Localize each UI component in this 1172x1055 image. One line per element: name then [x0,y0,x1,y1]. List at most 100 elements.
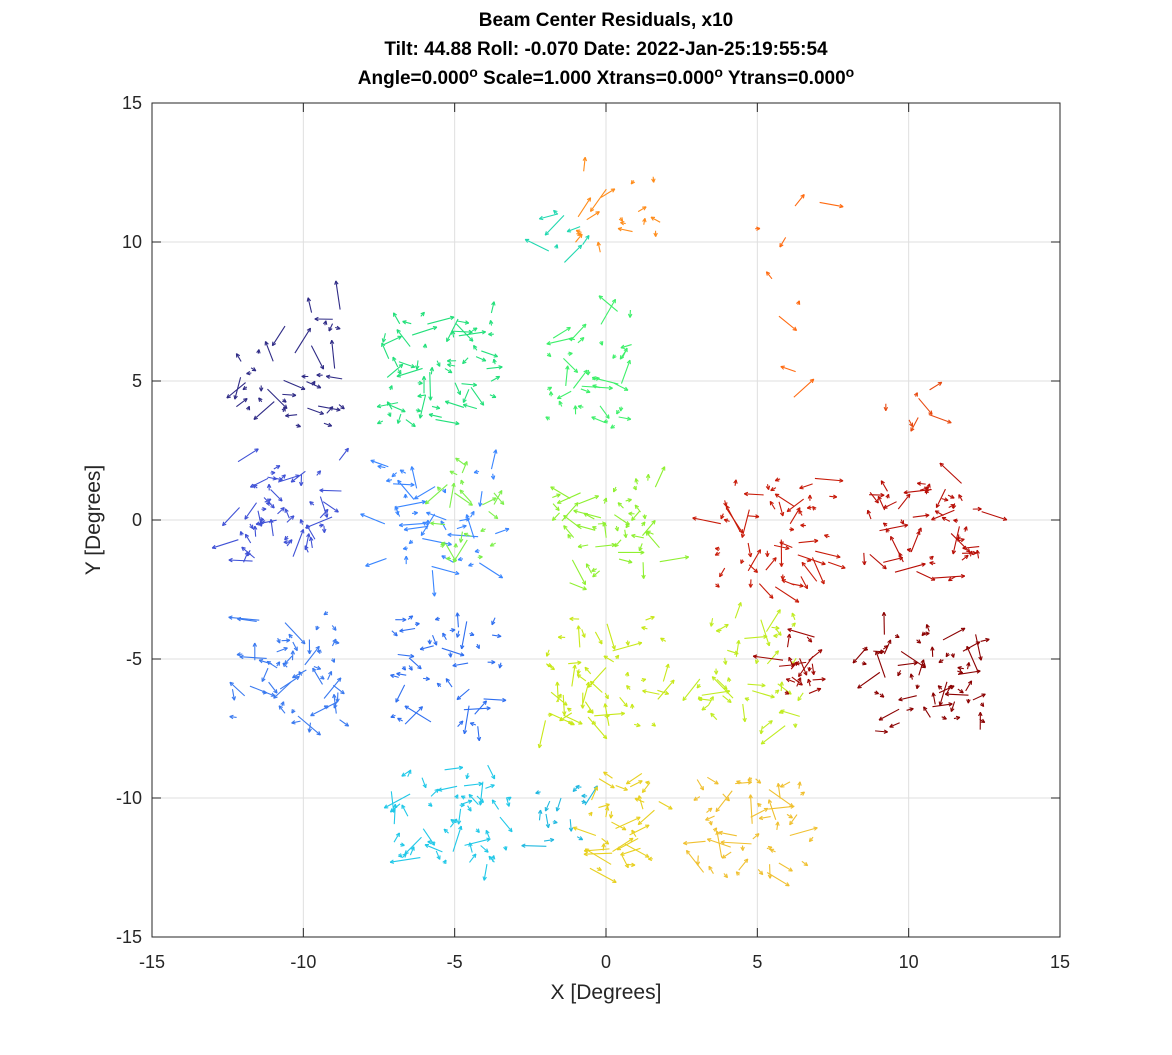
residual-arrow [757,802,762,808]
residual-arrow [485,829,490,839]
residual-arrow [478,491,483,507]
residual-arrow [562,694,567,716]
residual-arrow [613,382,629,391]
residual-arrow [827,561,846,570]
residual-arrow [715,628,722,633]
residual-arrow [567,351,573,356]
residual-arrow [394,506,401,517]
residual-arrow [797,655,814,678]
residual-arrow [878,649,884,655]
residual-arrow [801,860,809,867]
residual-arrow [631,510,640,521]
residual-arrow [592,376,600,381]
residual-arrow [950,533,971,553]
residual-arrow [596,866,602,871]
residual-arrow [410,466,418,489]
residual-arrow [599,405,610,419]
residual-arrow [401,804,409,817]
residual-arrow [576,836,584,841]
residual-arrow [278,705,286,714]
residual-arrow [578,495,600,505]
residual-arrow [637,795,644,810]
residual-arrow [431,405,441,410]
residual-arrow [294,327,312,354]
residual-arrow [622,347,628,358]
residual-arrow [789,527,795,532]
residual-arrow [733,479,738,486]
residual-arrow [569,582,587,591]
residual-arrow [575,784,582,790]
residual-arrow [723,657,728,665]
residual-arrow [535,790,541,795]
residual-arrow [454,794,459,799]
residual-arrow [401,853,407,859]
residual-arrow [796,300,801,306]
residual-arrow [723,500,728,507]
residual-arrow [789,826,818,837]
residual-arrow [304,645,320,666]
residual-arrow [431,570,437,597]
residual-arrow [808,649,823,661]
residual-arrow [551,512,560,522]
residual-arrow [572,369,588,389]
residual-arrow [750,807,769,818]
residual-arrow [431,565,460,576]
residual-arrow [874,690,880,695]
residual-arrow [331,638,337,647]
residual-arrow [318,405,341,412]
residual-arrow [319,488,342,493]
residual-arrow [267,388,288,410]
residual-arrow [917,527,922,533]
residual-arrow [304,545,309,553]
residual-arrow [571,664,577,687]
residual-arrow [715,790,733,813]
residual-arrow [282,398,287,403]
residual-arrow [231,689,237,701]
residual-arrow [383,335,402,346]
residual-arrow [765,484,771,490]
residual-arrow [618,217,624,222]
residual-arrow [778,662,796,668]
residual-arrow [897,670,902,677]
residual-arrow [221,507,240,527]
residual-arrow [707,776,719,785]
residual-arrow [236,398,248,408]
residual-arrow [651,722,656,727]
residual-arrow [271,325,286,347]
residual-arrow [869,553,887,570]
residual-arrow [468,562,474,567]
residual-arrow [577,404,584,409]
residual-arrow [426,511,447,521]
residual-arrow [451,329,473,335]
residual-arrow [738,858,749,871]
residual-arrow [477,554,483,560]
residual-arrow [623,529,628,539]
residual-arrow [316,470,322,476]
residual-arrow [229,714,237,720]
residual-arrow [270,489,283,502]
residual-arrow [453,543,458,548]
residual-arrow [280,701,285,707]
residual-arrow [498,662,503,669]
residual-arrow [897,493,911,510]
residual-arrow [476,726,482,742]
residual-arrow [975,634,983,661]
residual-arrow [455,457,466,466]
residual-arrow [807,494,813,501]
residual-arrow [618,416,632,421]
residual-arrow [861,661,867,666]
residual-arrow [962,550,977,556]
residual-arrow [774,586,800,603]
residual-arrow [408,665,413,671]
residual-arrow [796,677,802,687]
residual-arrow [580,692,585,709]
residual-arrow [632,485,637,491]
residual-arrow [377,464,386,469]
residual-arrow [460,479,465,485]
residual-arrow [370,459,389,468]
residual-arrow [455,612,460,628]
residual-arrow [546,337,574,346]
residual-arrow [327,670,333,680]
residual-arrow [748,794,753,824]
residual-arrow [600,188,616,198]
